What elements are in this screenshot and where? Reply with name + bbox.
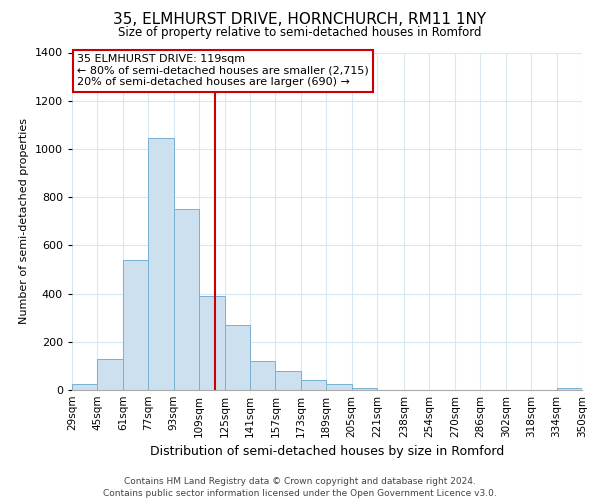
Bar — [199, 296, 224, 390]
Text: 35 ELMHURST DRIVE: 119sqm
← 80% of semi-detached houses are smaller (2,715)
20% : 35 ELMHURST DRIVE: 119sqm ← 80% of semi-… — [77, 54, 369, 88]
X-axis label: Distribution of semi-detached houses by size in Romford: Distribution of semi-detached houses by … — [150, 446, 504, 458]
Bar — [224, 325, 250, 390]
Bar — [557, 388, 582, 390]
Bar — [123, 260, 148, 390]
Bar — [148, 138, 173, 390]
Bar — [173, 209, 199, 390]
Bar — [352, 388, 377, 390]
Bar — [326, 384, 352, 390]
Bar — [72, 384, 97, 390]
Y-axis label: Number of semi-detached properties: Number of semi-detached properties — [19, 118, 29, 324]
Text: 35, ELMHURST DRIVE, HORNCHURCH, RM11 1NY: 35, ELMHURST DRIVE, HORNCHURCH, RM11 1NY — [113, 12, 487, 28]
Text: Size of property relative to semi-detached houses in Romford: Size of property relative to semi-detach… — [118, 26, 482, 39]
Bar — [97, 358, 123, 390]
Text: Contains HM Land Registry data © Crown copyright and database right 2024.
Contai: Contains HM Land Registry data © Crown c… — [103, 476, 497, 498]
Bar — [275, 370, 301, 390]
Bar — [301, 380, 326, 390]
Bar — [250, 361, 275, 390]
